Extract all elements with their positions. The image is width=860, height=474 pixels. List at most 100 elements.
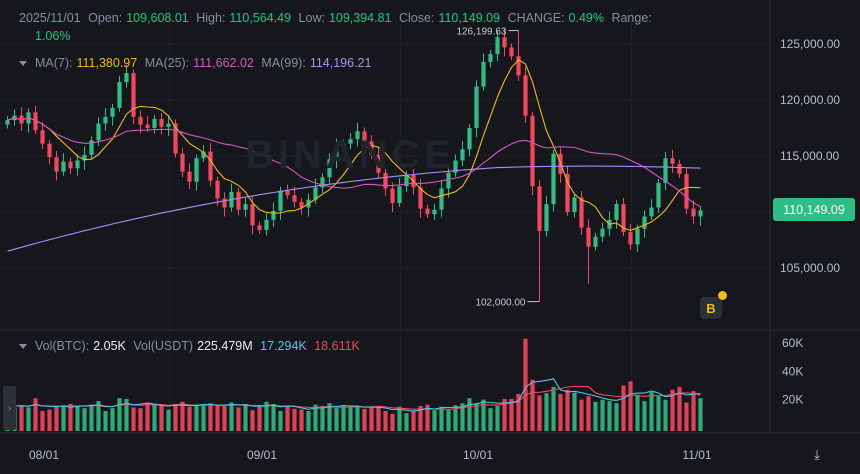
- volume-bar: [551, 386, 556, 431]
- candle-body: [33, 112, 38, 131]
- volume-bar: [33, 398, 38, 431]
- candle-body: [537, 186, 542, 232]
- volume-bar: [299, 409, 304, 431]
- candle-body: [243, 204, 248, 210]
- candle-body: [47, 143, 52, 158]
- volume-bar: [565, 389, 570, 431]
- binance-watermark: BINANCE: [245, 133, 456, 177]
- vol-usdt-label: Vol(USDT): [133, 339, 194, 353]
- candle-body: [299, 201, 304, 208]
- volume-bar: [166, 409, 171, 431]
- candle-body: [159, 119, 164, 127]
- volume-bar: [110, 408, 115, 431]
- vol-usdt-value: 225.479M: [197, 339, 253, 353]
- candle-body: [600, 228, 605, 237]
- ma99-line: [7, 165, 701, 252]
- volume-bar: [96, 401, 101, 431]
- volume-bar: [593, 401, 598, 431]
- candle-body: [180, 153, 185, 172]
- volume-bar: [341, 405, 346, 431]
- candle-body: [187, 171, 192, 182]
- candle-body: [656, 182, 661, 208]
- volume-bar: [68, 403, 73, 431]
- volume-bar: [432, 410, 437, 431]
- volume-bar: [502, 398, 507, 431]
- volume-bar: [376, 406, 381, 431]
- volume-ma1-line: [7, 378, 701, 412]
- time-tick-label: 10/01: [463, 448, 493, 462]
- candle-body: [460, 149, 465, 161]
- candle-body: [579, 197, 584, 228]
- candle-body: [313, 187, 318, 200]
- candle-body: [432, 209, 437, 215]
- volume-bar: [495, 406, 500, 431]
- volume-bar: [537, 395, 542, 431]
- low-value: 109,394.81: [328, 11, 392, 25]
- volume-bar: [586, 396, 591, 431]
- ma-collapse-caret-icon[interactable]: [19, 61, 27, 66]
- volume-bar: [334, 408, 339, 431]
- change-label: CHANGE:: [507, 11, 565, 25]
- ma99-value: 114,196.21: [309, 56, 372, 70]
- volume-bar: [677, 386, 682, 431]
- volume-bar: [404, 413, 409, 431]
- ma25-line: [7, 117, 701, 208]
- volume-bar: [530, 379, 535, 431]
- volume-bar: [19, 405, 24, 431]
- candle-body: [677, 163, 682, 174]
- binance-logo-icon[interactable]: B: [700, 297, 722, 319]
- volume-bar: [54, 406, 59, 431]
- volume-bar: [215, 405, 220, 431]
- ohlc-info-row: 2025/11/01 Open: 109,608.01 High: 110,564.…: [19, 11, 656, 25]
- candle-body: [418, 187, 423, 209]
- scroll-left-handle-icon[interactable]: ›: [3, 386, 16, 430]
- volume-bar: [278, 411, 283, 431]
- ma99-label: MA(99):: [261, 56, 306, 70]
- fit-axis-icon[interactable]: ⤓: [814, 447, 820, 462]
- candle-body: [698, 210, 703, 217]
- volume-bar: [439, 406, 444, 431]
- volume-bar: [481, 399, 486, 431]
- candle-body: [628, 232, 633, 245]
- candle-body: [145, 124, 150, 128]
- price-tick-label: 125,000.00: [780, 37, 840, 51]
- volume-bar: [663, 399, 668, 431]
- change-value: 0.49%: [568, 11, 604, 25]
- range-value: 1.06%: [35, 29, 71, 43]
- volume-tick-label: 20K: [782, 393, 803, 407]
- volume-bar: [656, 396, 661, 431]
- candle-body: [446, 172, 451, 189]
- volume-bar: [187, 406, 192, 431]
- volume-bar: [173, 403, 178, 431]
- volume-bar: [453, 405, 458, 431]
- candle-body: [152, 119, 157, 128]
- volume-bar: [488, 408, 493, 431]
- candle-body: [509, 47, 514, 57]
- volume-bar: [250, 410, 255, 431]
- volume-bar: [236, 407, 241, 431]
- candle-body: [376, 154, 381, 173]
- volume-bar: [355, 406, 360, 431]
- volume-bar: [229, 402, 234, 431]
- candle-body: [138, 116, 143, 125]
- volume-collapse-caret-icon[interactable]: [19, 344, 27, 349]
- candle-body: [334, 147, 339, 160]
- price-tick-label: 120,000.00: [780, 93, 840, 107]
- volume-bar: [61, 405, 66, 431]
- candle-body: [40, 130, 45, 144]
- volume-bar: [75, 406, 80, 431]
- volume-tick-label: 60K: [782, 336, 803, 350]
- volume-bar: [383, 411, 388, 431]
- candle-body: [117, 82, 122, 108]
- candle-body: [523, 75, 528, 116]
- volume-bar: [635, 394, 640, 431]
- volume-bar: [327, 403, 332, 431]
- volume-bar: [103, 411, 108, 431]
- candle-body: [75, 160, 80, 169]
- time-tick-label: 08/01: [29, 448, 59, 462]
- volume-bar: [117, 398, 122, 431]
- candle-body: [257, 225, 262, 230]
- volume-bar: [145, 402, 150, 431]
- volume-bar: [607, 401, 612, 431]
